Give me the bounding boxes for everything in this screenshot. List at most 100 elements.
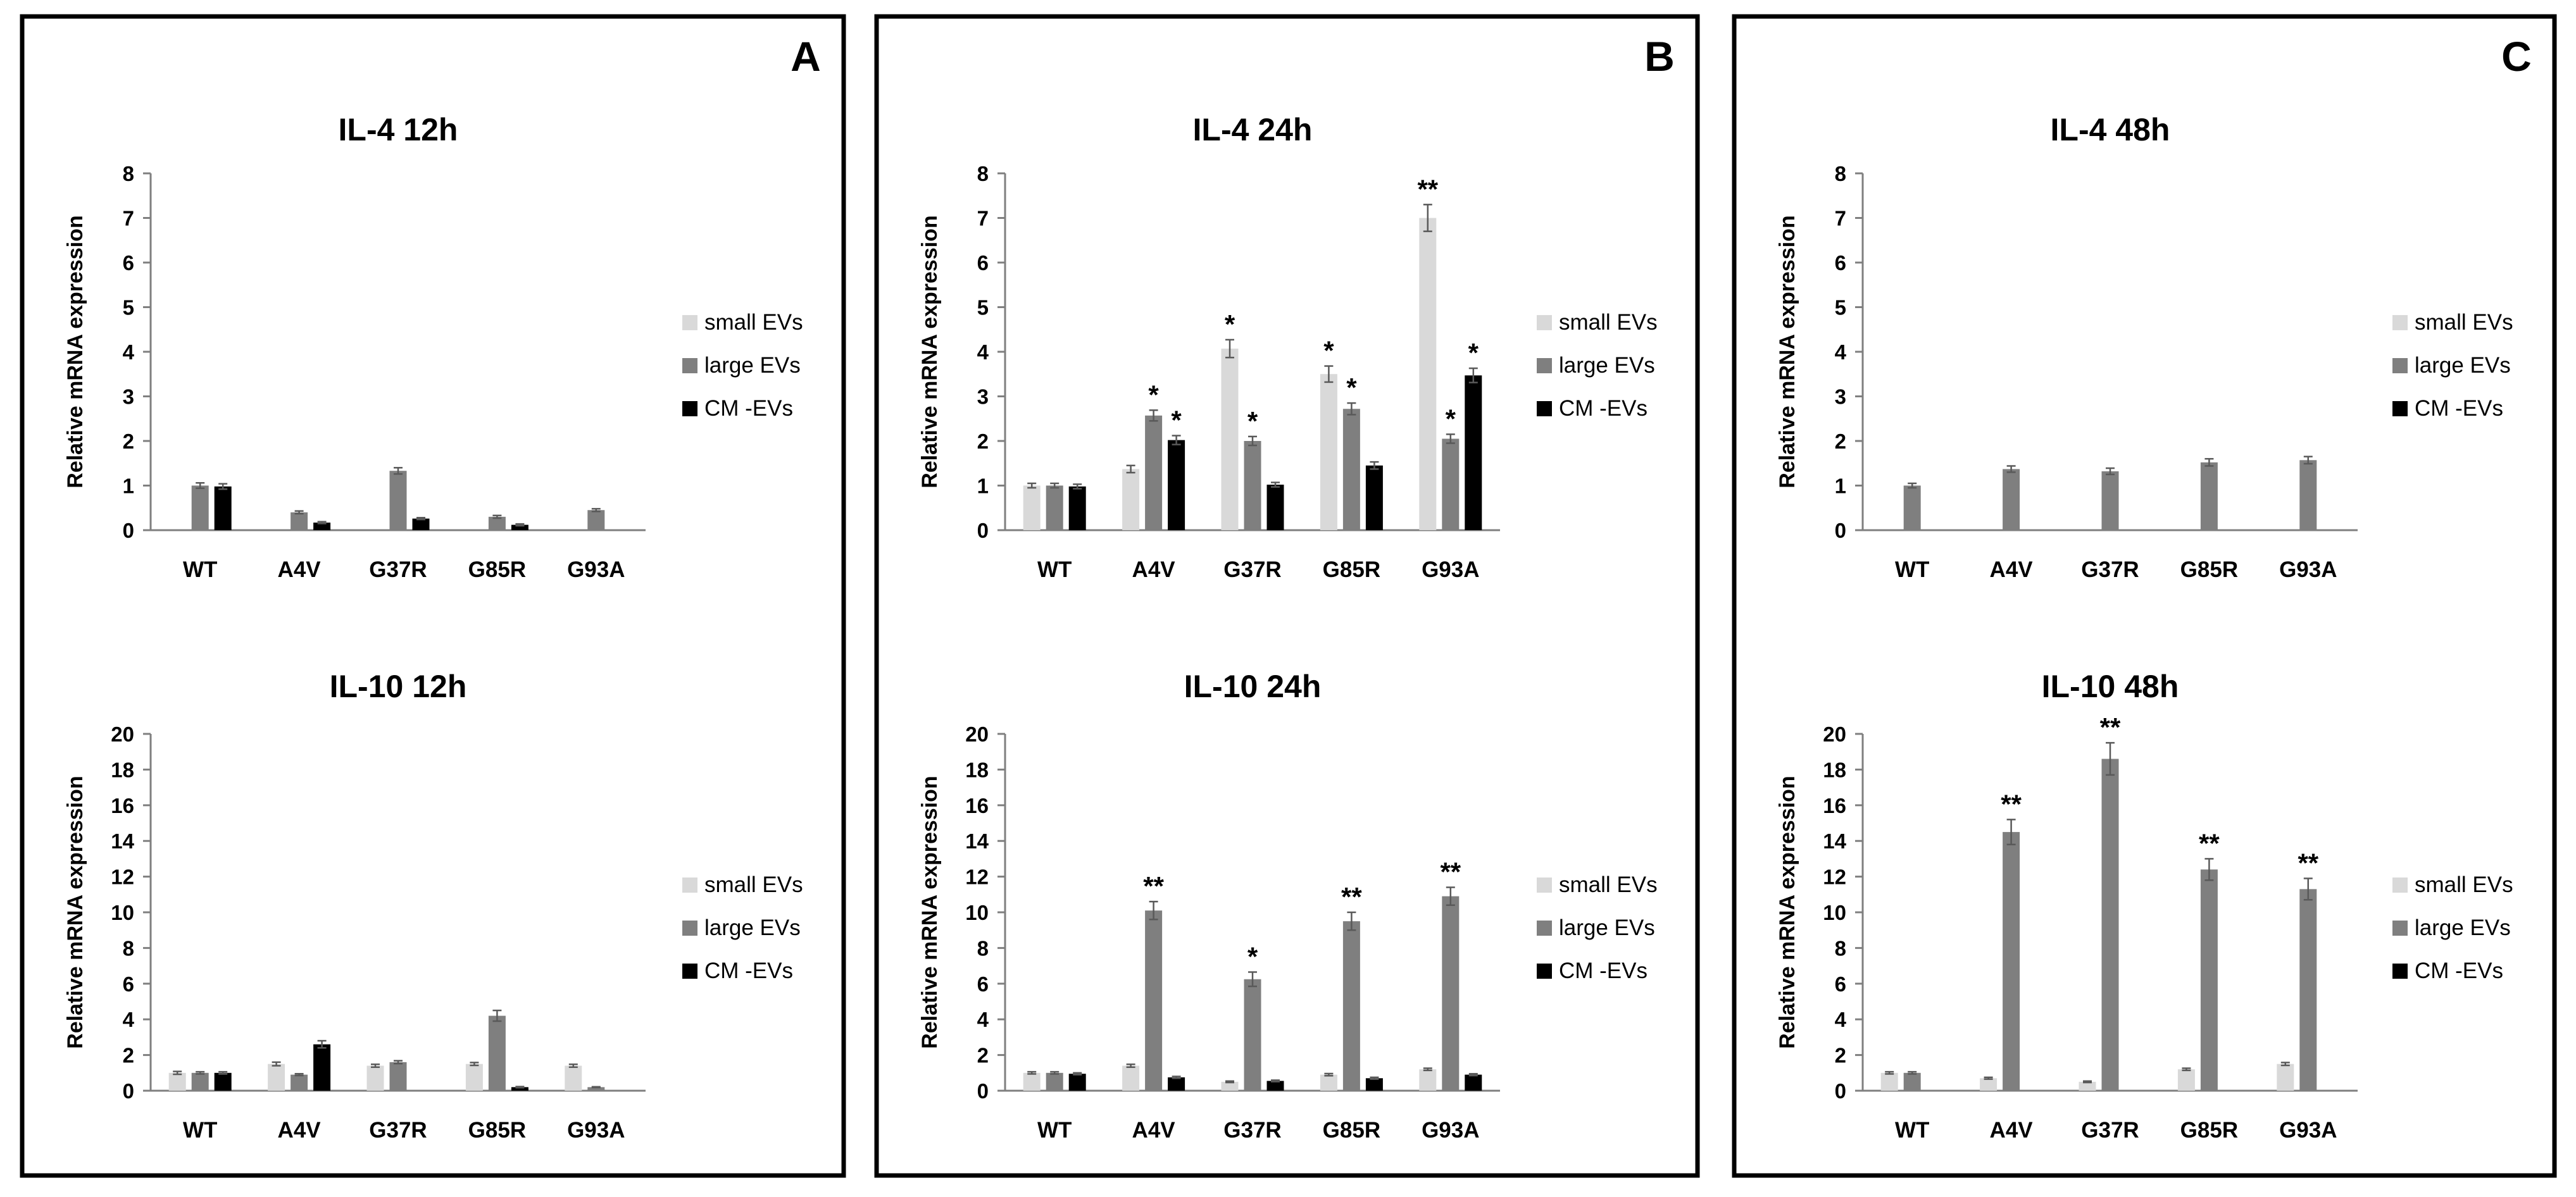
y-tick-label: 20	[1823, 723, 1846, 746]
significance-marker: **	[2199, 828, 2220, 858]
bar-small-evs-a4v	[268, 1064, 285, 1091]
significance-marker: *	[1171, 406, 1182, 435]
x-category-label: G93A	[1422, 557, 1479, 582]
bar-small-evs-g85r	[465, 1064, 483, 1091]
chart-il-10-24h: IL-10 24h Relative mRNA expression 0 2 4 6 8 10…	[918, 669, 1658, 1143]
x-category-label: WT	[1895, 1118, 1929, 1143]
y-tick-label: 4	[1835, 1008, 1847, 1031]
bar-large-evs-g37r	[2101, 759, 2119, 1091]
y-tick-label: 0	[1835, 1079, 1846, 1103]
bar-cm-evs-wt	[214, 1072, 232, 1091]
bar-small-evs-g37r	[1221, 1081, 1239, 1091]
y-tick-label: 14	[965, 829, 989, 853]
legend-label: CM -EVs	[704, 958, 793, 983]
legend-swatch	[1537, 358, 1552, 373]
x-category-label: WT	[1895, 557, 1929, 582]
x-category-label: G37R	[1223, 1118, 1281, 1143]
bar-cm-evs-g93a	[1465, 1074, 1482, 1091]
x-category-label: G37R	[2081, 557, 2139, 582]
bar-small-evs-g37r	[366, 1065, 384, 1091]
legend-swatch	[1537, 921, 1552, 936]
chart-il-4-48h: IL-4 48h Relative mRNA expression 0 1 2 3 4 5 6 7…	[1775, 112, 2513, 582]
legend-swatch	[2392, 921, 2408, 936]
significance-marker: *	[1148, 380, 1159, 409]
bar-large-evs-g85r	[2200, 869, 2218, 1091]
bar-small-evs-g37r	[2079, 1081, 2096, 1091]
bar-large-evs-g93a	[587, 1087, 605, 1091]
significance-marker: *	[1346, 373, 1357, 402]
significance-marker: **	[2298, 848, 2318, 878]
chart-il-4-12h: IL-4 12h Relative mRNA expression 0 1 2 3 4 5 6 7…	[63, 112, 803, 582]
bar-cm-evs-g85r	[511, 1087, 528, 1091]
y-tick-label: 12	[111, 865, 134, 889]
bar-large-evs-g93a	[2299, 460, 2317, 530]
x-category-label: G93A	[2279, 1118, 2337, 1143]
legend-label: CM -EVs	[704, 396, 793, 421]
x-category-label: WT	[1037, 1118, 1072, 1143]
bar-large-evs-g37r	[1244, 979, 1261, 1091]
bar-large-evs-g37r	[2101, 471, 2119, 530]
bar-cm-evs-g85r	[1365, 465, 1383, 530]
bar-large-evs-wt	[1046, 1072, 1063, 1091]
significance-marker: *	[1247, 406, 1258, 436]
bar-large-evs-a4v	[1145, 910, 1163, 1091]
legend-label: large EVs	[704, 915, 801, 940]
panel-b-frame	[874, 14, 1700, 1178]
bar-large-evs-g85r	[2200, 462, 2218, 530]
bar-large-evs-g85r	[1342, 409, 1360, 530]
bar-large-evs-g93a	[1442, 896, 1460, 1091]
panel-letter-a: A	[791, 33, 821, 80]
y-tick-label: 2	[977, 430, 989, 453]
bar-small-evs-g93a	[565, 1065, 582, 1091]
bar-small-evs-g93a	[1419, 1069, 1437, 1091]
significance-marker: **	[1440, 857, 1461, 887]
significance-marker: *	[1225, 309, 1235, 339]
bar-large-evs-a4v	[2003, 469, 2020, 530]
legend-label: CM -EVs	[2415, 396, 2503, 421]
y-tick-label: 7	[123, 207, 134, 230]
y-tick-label: 1	[1835, 474, 1846, 498]
bar-large-evs-wt	[1046, 485, 1063, 530]
x-category-label: G93A	[567, 1118, 625, 1143]
y-tick-label: 6	[1835, 251, 1846, 275]
x-category-label: G37R	[369, 1118, 427, 1143]
chart-il-10-48h: IL-10 48h Relative mRNA expression 0 2 4 6 8 10…	[1775, 669, 2513, 1143]
significance-marker: *	[1468, 338, 1479, 368]
x-category-label: A4V	[278, 557, 322, 582]
y-tick-label: 12	[1823, 865, 1846, 889]
legend-label: small EVs	[2415, 310, 2513, 335]
legend-label: large EVs	[704, 353, 801, 378]
bar-cm-evs-a4v	[313, 523, 331, 530]
legend-swatch	[2392, 878, 2408, 893]
x-category-label: A4V	[1990, 1118, 2034, 1143]
y-tick-label: 0	[1835, 519, 1846, 542]
bar-small-evs-wt	[1023, 485, 1041, 530]
y-tick-label: 2	[123, 1044, 134, 1067]
legend-swatch	[682, 401, 697, 416]
legend-swatch	[1537, 964, 1552, 979]
bar-large-evs-g85r	[488, 1015, 506, 1091]
y-tick-label: 5	[1835, 296, 1846, 319]
legend-swatch	[2392, 358, 2408, 373]
significance-marker: *	[1446, 404, 1456, 433]
x-category-label: A4V	[1132, 1118, 1176, 1143]
legend-label: small EVs	[1559, 872, 1658, 897]
significance-marker: *	[1247, 941, 1258, 971]
x-category-label: WT	[1037, 557, 1072, 582]
y-tick-label: 4	[977, 340, 989, 364]
x-category-label: G93A	[1422, 1118, 1479, 1143]
bar-cm-evs-a4v	[1168, 440, 1185, 530]
y-tick-label: 20	[111, 723, 134, 746]
bar-small-evs-wt	[168, 1072, 186, 1091]
significance-marker: **	[1341, 882, 1362, 912]
chart-title: IL-10 48h	[2042, 669, 2179, 704]
bar-small-evs-g93a	[2277, 1064, 2294, 1091]
y-tick-label: 8	[977, 936, 989, 960]
chart-title: IL-4 24h	[1193, 112, 1313, 147]
legend-label: CM -EVs	[1559, 958, 1648, 983]
bar-large-evs-g85r	[488, 516, 506, 530]
bar-large-evs-a4v	[1145, 415, 1163, 530]
y-tick-label: 14	[111, 829, 134, 853]
legend-label: small EVs	[704, 310, 803, 335]
